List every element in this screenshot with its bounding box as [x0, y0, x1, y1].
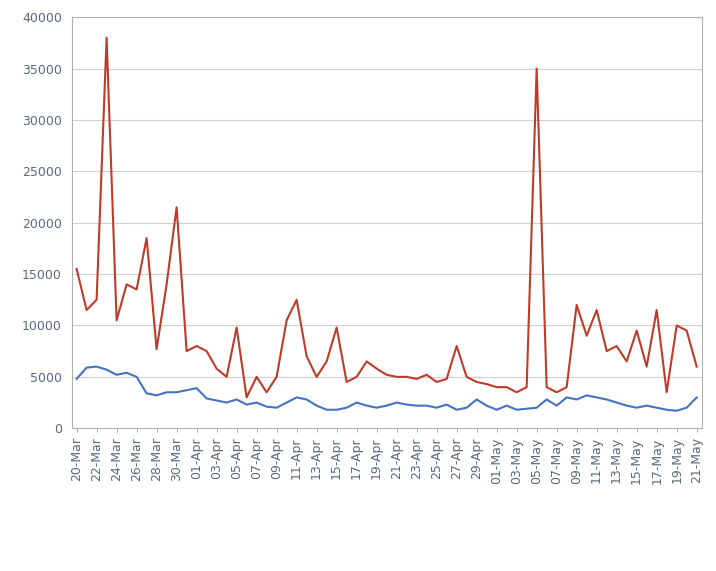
Retweets	[72, 266, 81, 272]
Retweets	[382, 371, 391, 378]
Tweets	[672, 407, 681, 414]
Retweets	[262, 389, 271, 396]
Retweets	[102, 34, 111, 41]
Retweets	[402, 373, 411, 380]
Tweets	[372, 404, 381, 411]
Retweets	[282, 317, 291, 324]
Tweets	[513, 407, 521, 413]
Retweets	[682, 327, 691, 334]
Tweets	[252, 399, 261, 406]
Line: Retweets: Retweets	[77, 38, 697, 397]
Retweets	[523, 384, 531, 391]
Tweets	[272, 404, 281, 411]
Retweets	[242, 394, 251, 401]
Retweets	[692, 363, 701, 370]
Line: Tweets: Tweets	[77, 367, 697, 411]
Tweets	[92, 363, 101, 370]
Tweets	[392, 399, 401, 406]
Tweets	[72, 376, 81, 383]
Tweets	[682, 404, 691, 411]
Tweets	[692, 394, 701, 401]
